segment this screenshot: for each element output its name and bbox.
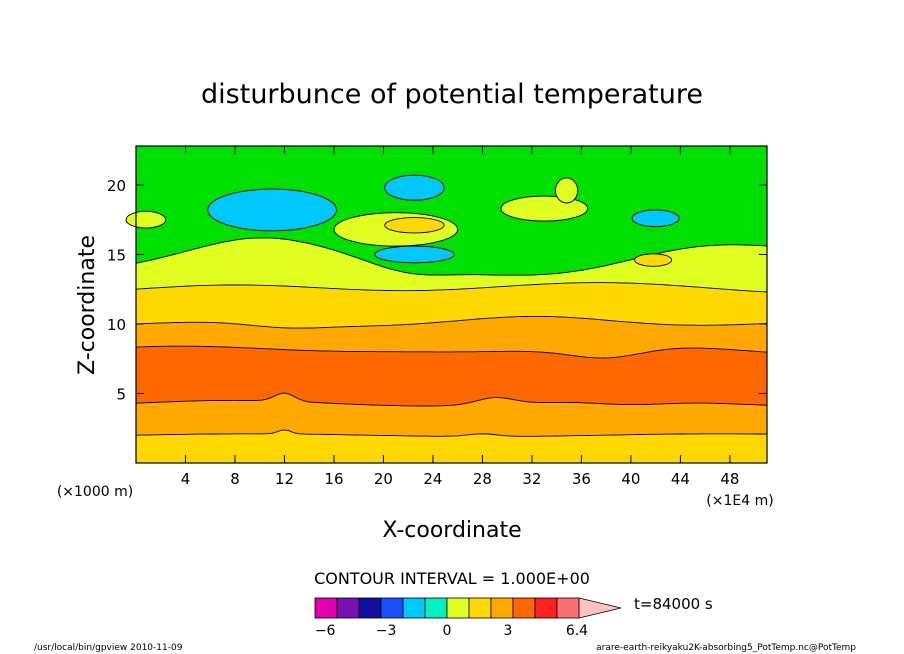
footer-right: arare-earth-reikyaku2K-absorbing5_PotTem… xyxy=(596,643,856,653)
cyan-blob-upper xyxy=(384,174,445,201)
colorbar-cell-7 xyxy=(468,597,492,619)
contour-line-4 xyxy=(135,315,768,329)
contour-line-2 xyxy=(135,392,768,407)
x-tick-label-8: 36 xyxy=(572,470,591,488)
contour-line-6 xyxy=(135,237,768,276)
time-label: t=84000 s xyxy=(634,595,713,613)
colorbar-tick-label-3: 3 xyxy=(503,623,512,639)
cyan-blob-right xyxy=(631,209,680,228)
x-tick-label-3: 16 xyxy=(324,470,343,488)
colorbar-tick-label-1: −3 xyxy=(376,623,397,639)
y-tick-label-2: 15 xyxy=(107,246,126,264)
y-tick-label-3: 20 xyxy=(107,177,126,195)
colorbar-cell-1 xyxy=(336,597,360,619)
colorbar-cell-3 xyxy=(380,597,404,619)
orange-blob-center xyxy=(384,217,445,234)
footer-left: /usr/local/bin/gpview 2010-11-09 xyxy=(34,643,183,653)
x-axis-label: X-coordinate xyxy=(382,518,521,543)
contour-line-5 xyxy=(135,282,768,293)
colorbar-tick-label-2: 0 xyxy=(443,623,452,639)
colorbar-cell-9 xyxy=(512,597,536,619)
x-tick-label-5: 24 xyxy=(423,470,442,488)
x-tick-label-1: 8 xyxy=(230,470,240,488)
x-tick-label-9: 40 xyxy=(621,470,640,488)
x-unit-left: (×1000 m) xyxy=(57,484,133,500)
colorbar-cell-0 xyxy=(314,597,338,619)
cyan-blob-lower xyxy=(374,245,455,264)
contour-interval-label: CONTOUR INTERVAL = 1.000E+00 xyxy=(314,569,590,588)
x-tick-label-6: 28 xyxy=(473,470,492,488)
x-tick-label-2: 12 xyxy=(275,470,294,488)
y-tick-label-0: 5 xyxy=(116,385,126,403)
contour-line-3 xyxy=(135,345,768,359)
x-unit-right: (×1E4 m) xyxy=(706,493,773,509)
colorbar-cell-10 xyxy=(534,597,558,619)
colorbar-cell-11 xyxy=(556,597,580,619)
contour-line-1 xyxy=(135,429,768,437)
x-tick-label-0: 4 xyxy=(181,470,191,488)
yellow-spike xyxy=(554,177,579,204)
orange-blob-right xyxy=(634,253,673,267)
contour-plot xyxy=(125,145,768,464)
y-axis-label: Z-coordinate xyxy=(75,235,100,375)
contour-band-1 xyxy=(136,429,767,463)
contour-bands xyxy=(135,237,768,463)
x-tick-label-11: 48 xyxy=(720,470,739,488)
x-tick-label-4: 20 xyxy=(374,470,393,488)
colorbar-cell-2 xyxy=(358,597,382,619)
chart-title: disturbunce of potential temperature xyxy=(201,79,703,110)
colorbar-cell-8 xyxy=(490,597,514,619)
contour-features xyxy=(125,174,680,267)
x-tick-label-10: 44 xyxy=(671,470,690,488)
plot-frame xyxy=(135,145,768,464)
colorbar-tick-label-0: −6 xyxy=(315,623,336,639)
colorbar-cell-6 xyxy=(446,597,470,619)
colorbar-tip xyxy=(578,597,622,619)
colorbar-tick-label-4: 6.4 xyxy=(566,623,588,639)
colorbar: −6 −3 0 3 6.4 xyxy=(314,597,622,639)
colorbar-cell-5 xyxy=(424,597,448,619)
cyan-blob-left xyxy=(207,188,337,232)
y-tick-label-1: 10 xyxy=(107,316,126,334)
yellow-patch-left xyxy=(125,210,167,229)
x-tick-label-7: 32 xyxy=(522,470,541,488)
colorbar-cell-4 xyxy=(402,597,426,619)
